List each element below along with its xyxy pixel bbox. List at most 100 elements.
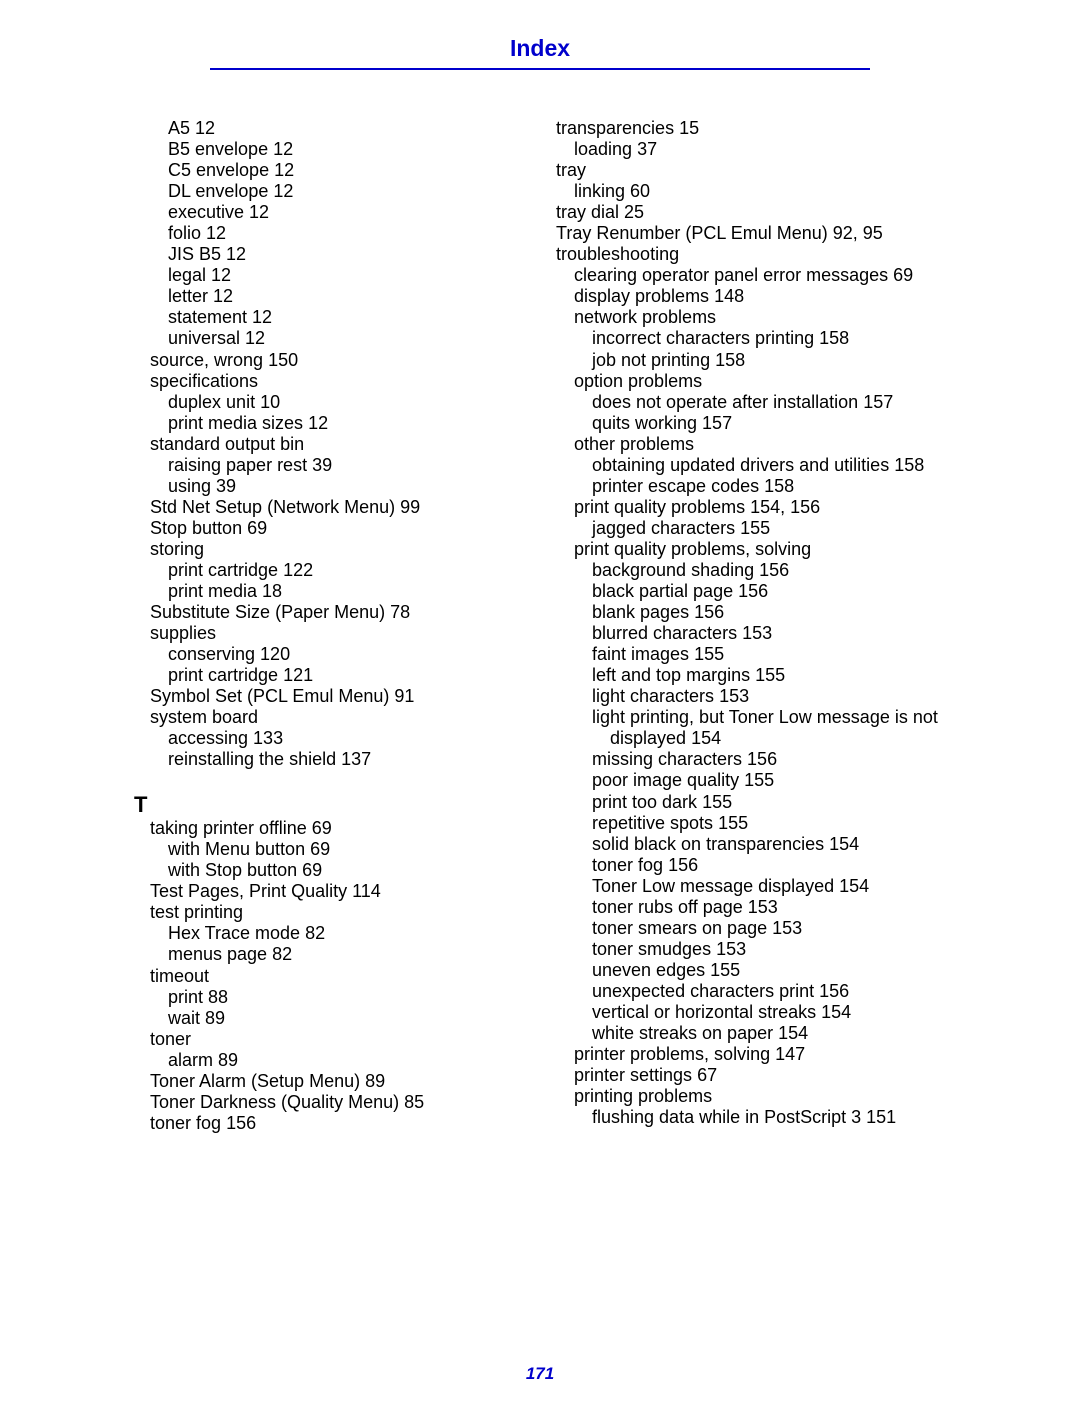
index-entry: toner fog 156 [540, 855, 946, 876]
index-entry: does not operate after installation 157 [540, 392, 946, 413]
index-entry-text: other problems [574, 434, 694, 454]
index-entry-text: displayed [610, 728, 686, 748]
index-entry-page: 88 [203, 987, 228, 1007]
index-entry-page: 156 [689, 602, 724, 622]
index-entry: black partial page 156 [540, 581, 946, 602]
index-entry-text: menus page [168, 944, 267, 964]
index-entry-page: 156 [221, 1113, 256, 1133]
index-entry-text: loading [574, 139, 632, 159]
index-entry: Tray Renumber (PCL Emul Menu) 92, 95 [540, 223, 946, 244]
index-entry: display problems 148 [540, 286, 946, 307]
index-entry-text: printer escape codes [592, 476, 759, 496]
index-entry-text: toner fog [592, 855, 663, 875]
index-entry-page: 10 [255, 392, 280, 412]
index-entry-text: letter [168, 286, 208, 306]
index-entry-page: 154 [824, 834, 859, 854]
index-entry-text: white streaks on paper [592, 1023, 773, 1043]
index-entry-page: 69 [307, 818, 332, 838]
index-entry: Symbol Set (PCL Emul Menu) 91 [134, 686, 540, 707]
index-entry: Test Pages, Print Quality 114 [134, 881, 540, 902]
index-entry-page: 39 [307, 455, 332, 475]
index-entry-text: A5 [168, 118, 190, 138]
index-entry-text: uneven edges [592, 960, 705, 980]
index-entry: standard output bin [134, 434, 540, 455]
index-entry: DL envelope 12 [134, 181, 540, 202]
index-entry-text: Toner Darkness (Quality Menu) [150, 1092, 399, 1112]
index-entry-page: 153 [714, 686, 749, 706]
index-entry-text: legal [168, 265, 206, 285]
index-entry-text: reinstalling the shield [168, 749, 336, 769]
index-entry-page: 120 [255, 644, 290, 664]
index-entry-page: 12 [268, 181, 293, 201]
index-entry-text: B5 envelope [168, 139, 268, 159]
index-entry: displayed 154 [540, 728, 946, 749]
index-entry: light characters 153 [540, 686, 946, 707]
index-entry-page: 157 [697, 413, 732, 433]
index-entry-text: print cartridge [168, 560, 278, 580]
index-entry: troubleshooting [540, 244, 946, 265]
index-entry: wait 89 [134, 1008, 540, 1029]
index-entry: job not printing 158 [540, 350, 946, 371]
index-entry-page: 12 [240, 328, 265, 348]
index-entry: jagged characters 155 [540, 518, 946, 539]
index-entry: specifications [134, 371, 540, 392]
index-entry-page: 85 [399, 1092, 424, 1112]
index-entry: C5 envelope 12 [134, 160, 540, 181]
index-entry: Std Net Setup (Network Menu) 99 [134, 497, 540, 518]
index-entry-text: specifications [150, 371, 258, 391]
index-entry: uneven edges 155 [540, 960, 946, 981]
index-entry: tray dial 25 [540, 202, 946, 223]
index-entry-text: display problems [574, 286, 709, 306]
index-entry: blurred characters 153 [540, 623, 946, 644]
index-entry: accessing 133 [134, 728, 540, 749]
index-entry-text: light printing, but Toner Low message is… [592, 707, 938, 727]
index-entry: conserving 120 [134, 644, 540, 665]
index-entry-text: Stop button [150, 518, 242, 538]
index-entry: universal 12 [134, 328, 540, 349]
index-entry-page: 69 [305, 839, 330, 859]
page-title: Index [0, 35, 1080, 62]
index-entry: printer problems, solving 147 [540, 1044, 946, 1065]
index-entry-page: 12 [208, 286, 233, 306]
index-entry-text: print quality problems [574, 497, 745, 517]
index-entry: reinstalling the shield 137 [134, 749, 540, 770]
index-entry: left and top margins 155 [540, 665, 946, 686]
index-entry: print 88 [134, 987, 540, 1008]
index-entry-text: linking [574, 181, 625, 201]
index-entry-page: 156 [663, 855, 698, 875]
index-entry-page: 82 [267, 944, 292, 964]
index-entry: loading 37 [540, 139, 946, 160]
index-entry-page: 156 [814, 981, 849, 1001]
index-entry-text: troubleshooting [556, 244, 679, 264]
index-entry-text: option problems [574, 371, 702, 391]
index-entry-text: black partial page [592, 581, 733, 601]
index-entry-page: 12 [206, 265, 231, 285]
index-entry-text: job not printing [592, 350, 710, 370]
index-entry-page: 12 [201, 223, 226, 243]
index-entry-page: 12 [269, 160, 294, 180]
index-entry: printer settings 67 [540, 1065, 946, 1086]
index-entry-page: 154 [773, 1023, 808, 1043]
index-entry-text: universal [168, 328, 240, 348]
index-entry-page: 155 [705, 960, 740, 980]
index-entry-text: system board [150, 707, 258, 727]
index-entry: linking 60 [540, 181, 946, 202]
index-entry-page: 12 [268, 139, 293, 159]
index-entry-page: 12 [190, 118, 215, 138]
index-entry-page: 153 [737, 623, 772, 643]
index-entry-text: using [168, 476, 211, 496]
index-entry: transparencies 15 [540, 118, 946, 139]
index-entry-text: does not operate after installation [592, 392, 858, 412]
index-entry-page: 154 [686, 728, 721, 748]
index-entry-page: 12 [303, 413, 328, 433]
index-entry-text: toner smears on page [592, 918, 767, 938]
index-entry: raising paper rest 39 [134, 455, 540, 476]
index-entry-text: standard output bin [150, 434, 304, 454]
index-entry: source, wrong 150 [134, 350, 540, 371]
index-entry-page: 121 [278, 665, 313, 685]
index-entry-page: 158 [814, 328, 849, 348]
index-entry-page: 92, 95 [828, 223, 883, 243]
index-entry-page: 158 [710, 350, 745, 370]
index-entry-page: 12 [247, 307, 272, 327]
index-entry-text: DL envelope [168, 181, 268, 201]
